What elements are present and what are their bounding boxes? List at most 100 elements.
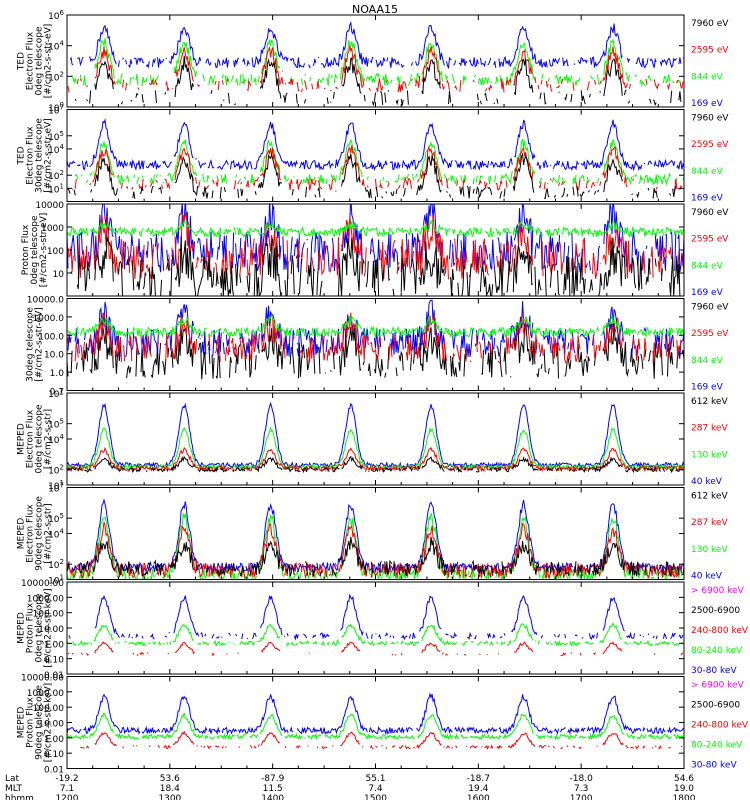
legend-entry: 844 eV xyxy=(691,356,724,366)
y-tick-label: 10.0 xyxy=(44,351,64,361)
y-tick-label: 10000 xyxy=(35,201,64,211)
footer-value: -19.2 xyxy=(55,774,78,784)
y-tick-label: 102 xyxy=(48,464,64,477)
series-line-4 xyxy=(67,314,684,339)
footer-value: 1200 xyxy=(56,794,79,800)
y-tick-label: 102 xyxy=(48,558,64,571)
series-line-1 xyxy=(67,401,684,470)
y-tick-label: 107 xyxy=(48,387,64,400)
legend-entry: 2595 eV xyxy=(691,329,729,339)
y-tick-label: 1000.0 xyxy=(33,314,65,324)
legend-entry: > 6900 keV xyxy=(691,586,745,596)
legend-entry: 2595 eV xyxy=(691,46,729,56)
y-tick-label: 1.0 xyxy=(50,369,65,379)
y-tick-label: 1000.00 xyxy=(27,594,64,604)
y-tick-label: 100 xyxy=(47,247,64,257)
series-line-2 xyxy=(67,299,684,359)
legend-entry: 130 keV xyxy=(691,450,728,460)
footer-value: 7.4 xyxy=(368,784,383,794)
footer-value: 1500 xyxy=(364,794,387,800)
y-tick-label: 105 xyxy=(48,512,64,525)
legend-entry: 80-240 keV xyxy=(691,741,743,751)
legend-entry: 7960 eV xyxy=(691,19,729,29)
legend-entry: 2500-6900 xyxy=(691,606,740,616)
footer-value: 19.4 xyxy=(468,784,488,794)
y-tick-label: 100 xyxy=(48,101,64,114)
y-tick-label: 101 xyxy=(48,574,64,587)
series-line-4 xyxy=(74,55,682,107)
y-tick-label: 101 xyxy=(48,479,64,492)
y-axis-label: MEPEDProton Flux0deg telescope[#/cm2-s-s… xyxy=(17,588,54,667)
series-line-3 xyxy=(67,45,684,93)
legend-entry: 2595 eV xyxy=(691,235,729,245)
legend-entry: 7960 eV xyxy=(691,114,729,124)
y-tick-label: 105 xyxy=(48,130,64,143)
legend-entry: 240-800 keV xyxy=(691,721,749,731)
y-tick-label: 10000.0 xyxy=(27,296,64,306)
legend-entry: 2500-6900 xyxy=(691,701,740,711)
y-tick-label: 10.00 xyxy=(38,720,64,730)
y-tick-label: 101 xyxy=(48,182,64,195)
legend-entry: 844 eV xyxy=(691,167,724,177)
chart-panel-8: 0.01 0.10 1.00 10.00 100.00 1000.00 10000.00ME… xyxy=(17,674,749,776)
y-tick-label: 100.00 xyxy=(33,704,65,714)
series-line-3 xyxy=(71,145,683,192)
y-tick-label: 100.0 xyxy=(38,332,64,342)
y-tick-label: 105 xyxy=(48,418,64,431)
series-line-3 xyxy=(67,446,684,473)
y-tick-label: 1000 xyxy=(41,224,64,234)
series-line-1 xyxy=(69,20,684,70)
plot-frame xyxy=(66,676,685,769)
series-line-3 xyxy=(67,641,684,657)
legend-entry: 287 keV xyxy=(691,424,728,434)
y-tick-label: 107 xyxy=(48,482,64,495)
y-tick-label: 104 xyxy=(48,143,64,156)
y-tick-label: 107 xyxy=(48,104,64,117)
footer-row-label: MLT xyxy=(5,784,23,794)
y-tick-label: 104 xyxy=(48,433,64,446)
legend-entry: 240-800 keV xyxy=(691,626,749,636)
chart-panel-3: 10 100 1000 10000 Proton Flux0deg telescope[… xyxy=(21,201,729,298)
legend-entry: 287 keV xyxy=(691,518,728,528)
series-line-2 xyxy=(67,711,684,741)
footer-value: -18.7 xyxy=(467,774,490,784)
series-line-1 xyxy=(68,593,684,641)
legend-entry: 130 keV xyxy=(691,545,728,555)
footer-value: 7.1 xyxy=(60,784,74,794)
legend-entry: 169 eV xyxy=(691,194,724,204)
y-axis-label: TEDElectron Flux0deg telescope[#/cm2-s-s… xyxy=(17,24,54,99)
y-axis-label: MEPEDElectron Flux0deg telescope[#/cm2-s… xyxy=(17,404,54,474)
footer-value: 55.1 xyxy=(365,774,385,784)
y-tick-label: 10000.00 xyxy=(21,579,64,589)
footer-row-label: Lat xyxy=(5,774,20,784)
footer-value: 7.3 xyxy=(574,784,588,794)
panels: 100 102 104 106 TEDElectron Flux0deg telesco… xyxy=(17,9,749,776)
legend-entry: 169 eV xyxy=(691,99,724,109)
y-tick-label: 10.00 xyxy=(38,625,64,635)
legend-entry: 7960 eV xyxy=(691,208,729,218)
chart-panel-7: 0.010.101.0010.00100.001000.0010000.00ME… xyxy=(17,579,749,681)
legend-entry: 40 keV xyxy=(691,477,723,487)
footer-value: 1300 xyxy=(158,794,181,800)
y-axis-label: MEPEDProton Flux90deg telescope[#/cm2-s-… xyxy=(17,683,54,762)
series-line-1 xyxy=(67,498,684,574)
y-tick-label: 1.00 xyxy=(44,735,64,745)
legend-entry: 169 eV xyxy=(691,383,724,393)
legend-entry: 169 eV xyxy=(691,288,724,298)
series-line-4 xyxy=(67,536,684,578)
series-line-4 xyxy=(67,455,683,474)
y-tick-label: 10000.00 xyxy=(21,674,64,684)
chart-panel-5: 101 102 104 105 107 MEPEDElectron Flux0deg te… xyxy=(17,387,729,492)
y-tick-label: 1.00 xyxy=(44,640,64,650)
series-line-4 xyxy=(68,154,683,199)
footer: Lat -19.2 53.6 -87.9 55.1 -18.7 -18.0 54.6 MLT 7.… xyxy=(5,774,696,800)
footer-value: -87.9 xyxy=(261,774,285,784)
y-tick-label: 1000.00 xyxy=(27,689,64,699)
chart-panel-1: 100 102 104 106 TEDElectron Flux0deg telesco… xyxy=(17,9,730,114)
legend-entry: 612 keV xyxy=(691,492,728,502)
series-line-2 xyxy=(67,426,684,472)
footer-value: 1600 xyxy=(467,794,490,800)
